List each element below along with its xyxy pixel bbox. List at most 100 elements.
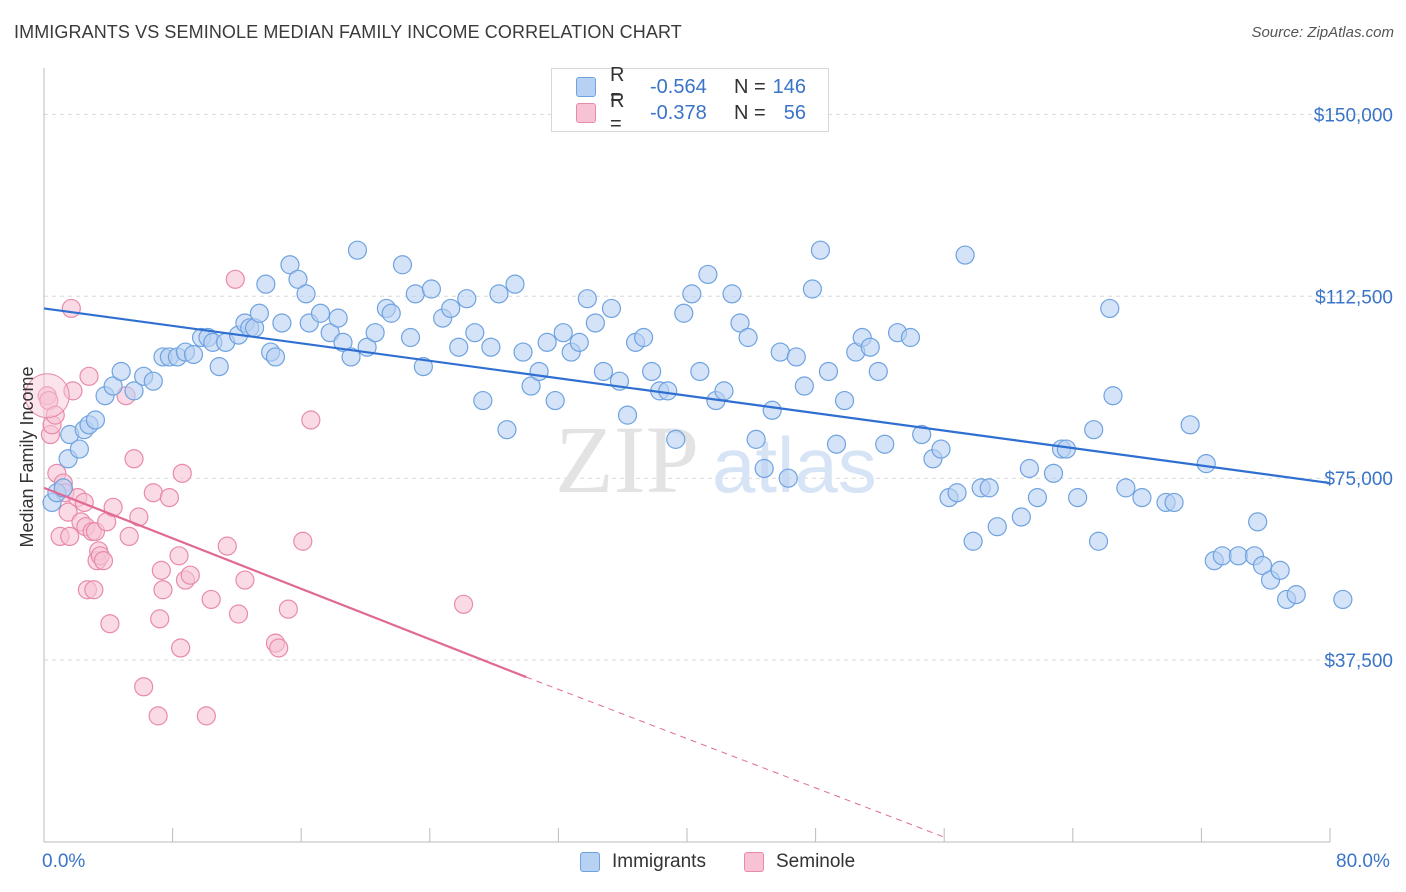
immigrants-point bbox=[111, 361, 131, 382]
seminole-point bbox=[159, 487, 179, 508]
immigrants-point bbox=[722, 284, 742, 304]
immigrants-point bbox=[786, 347, 806, 367]
immigrants-point bbox=[818, 361, 839, 382]
immigrants-point bbox=[529, 361, 549, 382]
y-tick-labels: $37,500 $75,000 $112,500 $150,000 bbox=[1314, 105, 1393, 672]
immigrants-point bbox=[256, 274, 276, 294]
legend-label-immigrants: Immigrants bbox=[612, 851, 706, 872]
seminole-point bbox=[217, 536, 237, 556]
n-value: 146 bbox=[772, 75, 806, 98]
immigrants-point bbox=[633, 327, 654, 348]
legend-row-seminole: R = -0.378 N = 56 bbox=[576, 90, 806, 135]
immigrants-point bbox=[1196, 454, 1216, 474]
immigrants-point bbox=[545, 390, 565, 411]
immigrants-point bbox=[947, 483, 967, 503]
seminole-point bbox=[119, 526, 139, 547]
immigrants-point bbox=[296, 284, 316, 304]
seminole-point bbox=[180, 565, 200, 585]
immigrants-point bbox=[963, 531, 983, 551]
immigrants-point bbox=[288, 269, 308, 289]
immigrants-point bbox=[868, 361, 888, 382]
immigrants-point bbox=[521, 376, 541, 396]
immigrants-point bbox=[1019, 458, 1039, 479]
legend-row-immigrants: R = -0.564 N = 146 bbox=[576, 64, 806, 109]
seminole-point bbox=[124, 449, 144, 469]
seminole-point bbox=[293, 531, 313, 551]
immigrants-point bbox=[593, 361, 614, 382]
immigrants-point bbox=[912, 424, 932, 445]
seminole-point bbox=[453, 594, 474, 614]
immigrants-point bbox=[85, 410, 106, 430]
immigrants-point bbox=[381, 303, 401, 323]
r-label: R = bbox=[610, 90, 625, 135]
seminole-point bbox=[143, 483, 163, 503]
immigrants-point bbox=[1212, 546, 1232, 566]
immigrants-point bbox=[690, 361, 710, 382]
r-value: -0.564 bbox=[650, 75, 707, 98]
trend-lines bbox=[43, 307, 1331, 838]
seminole-point bbox=[103, 497, 123, 517]
x-axis-max-label: 80.0% bbox=[1336, 851, 1390, 872]
immigrants-point bbox=[746, 429, 766, 449]
immigrants-point bbox=[762, 400, 782, 420]
immigrants-point bbox=[682, 284, 702, 304]
immigrants-point bbox=[658, 381, 678, 401]
immigrants-point bbox=[778, 468, 798, 488]
immigrants-point bbox=[1248, 512, 1268, 532]
seminole-point bbox=[45, 405, 65, 425]
immigrants-point bbox=[310, 303, 331, 323]
immigrants-point bbox=[601, 298, 622, 319]
immigrants-point bbox=[802, 279, 822, 299]
immigrants-point bbox=[577, 289, 597, 309]
immigrants-point bbox=[1333, 589, 1353, 610]
immigrants-point bbox=[1011, 507, 1031, 527]
immigrants-point bbox=[513, 342, 533, 362]
immigrants-point bbox=[265, 347, 286, 367]
immigrants-point bbox=[754, 458, 774, 479]
seminole-point bbox=[150, 609, 170, 629]
immigrants-point bbox=[209, 357, 229, 377]
immigrants-point bbox=[1027, 487, 1048, 508]
immigrants-point bbox=[770, 342, 790, 362]
immigrants-point bbox=[449, 337, 469, 357]
immigrants-point bbox=[1043, 463, 1064, 483]
seminole-point bbox=[169, 546, 189, 566]
seminole-point bbox=[235, 570, 255, 590]
immigrants-point bbox=[272, 313, 292, 333]
seminole-point bbox=[196, 706, 216, 726]
immigrants-point bbox=[457, 289, 477, 309]
immigrants-point bbox=[143, 371, 163, 391]
immigrants-point bbox=[183, 344, 204, 365]
seminole-point bbox=[172, 463, 192, 483]
immigrants-points bbox=[42, 240, 1353, 610]
immigrants-point bbox=[1180, 415, 1200, 435]
seminole-point bbox=[278, 599, 298, 619]
immigrants-point bbox=[1084, 420, 1104, 440]
immigrants-point bbox=[365, 323, 385, 343]
immigrants-point bbox=[421, 279, 442, 299]
immigrants-point bbox=[347, 240, 368, 260]
immigrants-point bbox=[1164, 492, 1184, 513]
immigrants-point bbox=[69, 439, 89, 459]
seminole-point bbox=[269, 638, 289, 658]
legend-label-seminole: Seminole bbox=[776, 851, 856, 872]
grid-lines bbox=[44, 113, 1390, 661]
seminole-points bbox=[24, 269, 474, 726]
immigrants-point bbox=[400, 327, 421, 348]
immigrants-point bbox=[441, 298, 461, 319]
n-value: 56 bbox=[783, 101, 806, 124]
immigrants-point bbox=[497, 420, 517, 440]
seminole-trend-line bbox=[43, 486, 527, 679]
immigrants-point bbox=[405, 284, 425, 304]
immigrants-point bbox=[569, 332, 589, 352]
seminole-point bbox=[74, 492, 94, 513]
immigrants-point bbox=[987, 517, 1007, 537]
immigrants-point bbox=[481, 337, 501, 357]
immigrants-point bbox=[714, 381, 734, 401]
immigrants-point bbox=[979, 478, 999, 498]
x-axis-min-label: 0.0% bbox=[42, 851, 86, 872]
seminole-point bbox=[93, 551, 114, 571]
seminole-point bbox=[148, 706, 168, 726]
axes bbox=[43, 68, 1331, 843]
seminole-point bbox=[63, 381, 83, 401]
